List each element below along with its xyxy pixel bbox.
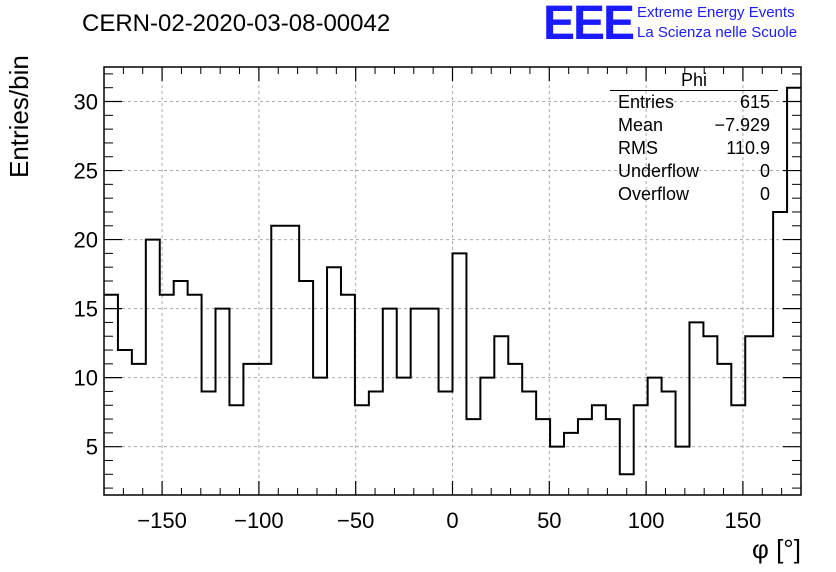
x-tick-label: 100 (628, 508, 665, 533)
y-tick-label: 10 (74, 366, 98, 391)
stats-row-mean: Mean −7.929 (610, 114, 778, 137)
logo-line-2: La Scienza nelle Scuole (637, 24, 798, 41)
y-tick-label: 5 (86, 435, 98, 460)
x-tick-label: −50 (337, 508, 374, 533)
x-tick-label: 50 (537, 508, 561, 533)
stats-value: −7.929 (714, 115, 770, 135)
stats-row-entries: Entries 615 (610, 91, 778, 114)
logo-line-1: Extreme Energy Events (637, 4, 795, 21)
stats-title: Phi (610, 70, 778, 91)
x-axis-label: φ [°] (752, 534, 801, 564)
y-axis-label: Entries/bin (4, 55, 34, 178)
eee-logo-mark: EEE (543, 0, 635, 50)
x-tick-label: 0 (446, 508, 458, 533)
axis-ticks (103, 67, 802, 495)
stats-value: 0 (759, 184, 770, 204)
y-tick-label: 20 (74, 228, 98, 253)
chart-title: CERN-02-2020-03-08-00042 (82, 10, 391, 37)
histogram-step-line (104, 86, 801, 476)
stats-value: 110.9 (726, 138, 770, 158)
stats-label: Underflow (618, 161, 700, 181)
stats-row-overflow: Overflow 0 (610, 183, 778, 206)
x-tick-label: −100 (234, 508, 284, 533)
y-tick-label: 15 (74, 297, 98, 322)
stats-row-rms: RMS 110.9 (610, 137, 778, 160)
eee-logo-text: Extreme Energy Events La Scienza nelle S… (637, 3, 797, 43)
x-tick-label: 150 (725, 508, 762, 533)
y-tick-label: 25 (74, 159, 98, 184)
stats-value: 615 (739, 92, 770, 112)
stats-label: Overflow (618, 184, 690, 204)
stats-row-underflow: Underflow 0 (610, 160, 778, 183)
axis-tick-labels: −150 −100 −50 0 50 100 150 5 10 15 20 25 30 (74, 90, 762, 533)
stats-label: Mean (618, 115, 664, 135)
stats-label: Entries (618, 92, 675, 112)
stats-value: 0 (759, 161, 770, 181)
stats-box: Phi Entries 615 Mean −7.929 RMS 110.9 Un… (610, 70, 778, 206)
stats-label: RMS (618, 138, 658, 158)
x-tick-label: −150 (137, 508, 187, 533)
y-tick-label: 30 (74, 90, 98, 115)
